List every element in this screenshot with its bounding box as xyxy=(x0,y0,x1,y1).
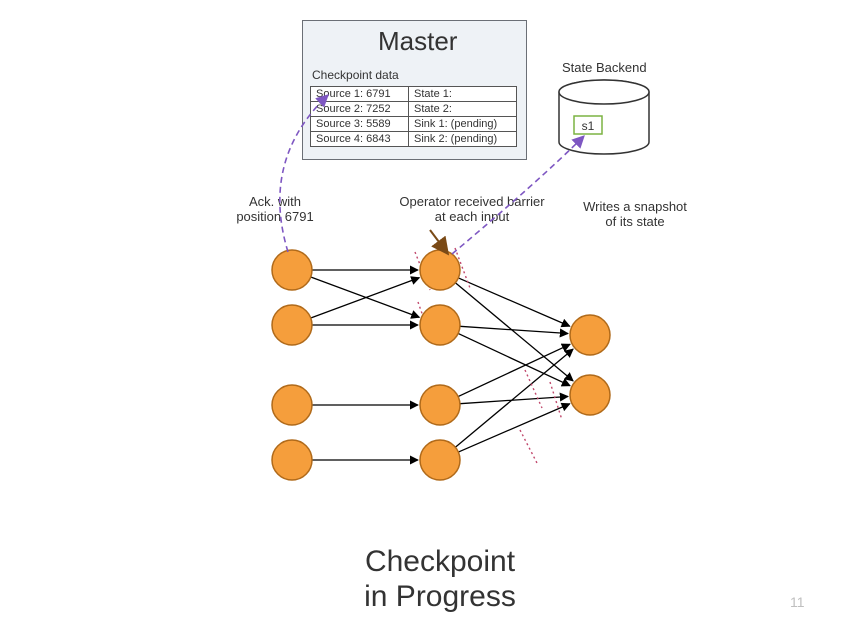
snapshot-label: s1 xyxy=(582,119,595,133)
state-backend-top xyxy=(559,80,649,104)
operator-node xyxy=(420,440,460,480)
edges-group xyxy=(311,270,573,460)
edge xyxy=(458,404,569,452)
nodes-group xyxy=(272,250,610,480)
operator-node xyxy=(570,375,610,415)
edge xyxy=(458,344,570,396)
edge xyxy=(455,349,573,447)
operator-node xyxy=(272,440,312,480)
operator-node xyxy=(420,385,460,425)
edge xyxy=(458,278,569,326)
edge xyxy=(455,283,573,381)
edge xyxy=(311,278,420,318)
barrier-mark xyxy=(520,430,538,465)
dashed-arrow xyxy=(452,136,584,254)
operator-node xyxy=(272,305,312,345)
operator-node xyxy=(420,305,460,345)
barrier-mark xyxy=(525,370,542,408)
edge xyxy=(311,277,420,317)
operator-node xyxy=(420,250,460,290)
diagram-svg: s1 xyxy=(0,0,841,630)
operator-node xyxy=(272,385,312,425)
edge xyxy=(458,333,570,385)
operator-node xyxy=(570,315,610,355)
operator-node xyxy=(272,250,312,290)
barrier-mark xyxy=(550,382,562,420)
dashed-arrow xyxy=(280,95,328,252)
slide-stage: Master Checkpoint data Source 1: 6791 St… xyxy=(0,0,841,630)
